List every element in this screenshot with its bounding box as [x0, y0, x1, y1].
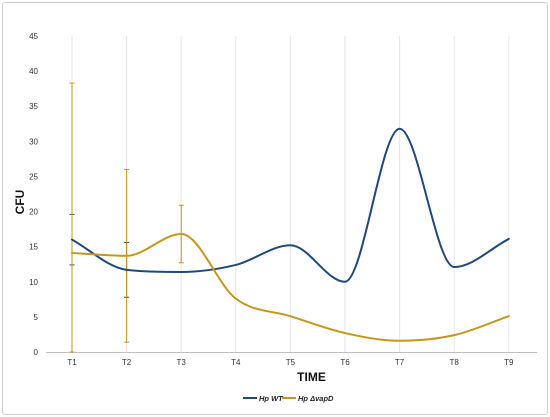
x-tick-label-t1: T1	[67, 358, 77, 367]
legend-label: Hp ΔvapD	[298, 394, 334, 403]
legend-label-rest: ΔvapD	[308, 394, 334, 403]
x-tick-label-t7: T7	[395, 358, 405, 367]
legend-label-italic: Hp	[298, 394, 308, 403]
y-tick-label: 25	[29, 172, 38, 181]
y-tick-label: 0	[34, 348, 39, 357]
error-bar-series2-t1	[69, 82, 75, 353]
x-tick-label-t4: T4	[231, 358, 241, 367]
legend-entry-1: Hp WT	[243, 394, 284, 403]
y-tick-label: 35	[29, 102, 38, 111]
x-tick-label-t5: T5	[286, 358, 296, 367]
y-tick-label: 40	[29, 67, 38, 76]
y-tick-label: 20	[29, 208, 38, 217]
y-tick-label: 45	[29, 32, 38, 41]
x-tick-label-t6: T6	[340, 358, 350, 367]
legend-entry-2: Hp ΔvapD	[282, 394, 334, 403]
series-line-2	[71, 233, 510, 342]
y-tick-label: 10	[29, 278, 38, 287]
x-axis-title: TIME	[297, 370, 326, 384]
legend-label: Hp WT	[259, 394, 284, 403]
legend-label-italic: Hp	[259, 394, 269, 403]
series-line-1	[71, 127, 510, 283]
legend-label-rest: WT	[269, 394, 284, 403]
x-tick-label-t9: T9	[504, 358, 514, 367]
grid-layer	[71, 36, 510, 352]
y-tick-label: 15	[29, 243, 38, 252]
y-axis-title: CFU	[13, 190, 27, 215]
legend: Hp WT Hp ΔvapD	[243, 394, 334, 403]
y-tick-label: 5	[34, 313, 39, 322]
x-tick-label-t2: T2	[122, 358, 132, 367]
series-layer	[71, 127, 510, 342]
y-tick-label: 30	[29, 137, 38, 146]
x-tick-label-t8: T8	[450, 358, 460, 367]
y-tick-labels: 0 5 10 15 20 25 30 35 40 45	[29, 32, 38, 357]
x-tick-labels: T1 T2 T3 T4 T5 T6 T7 T8 T9	[67, 358, 514, 367]
x-tick-label-t3: T3	[177, 358, 187, 367]
